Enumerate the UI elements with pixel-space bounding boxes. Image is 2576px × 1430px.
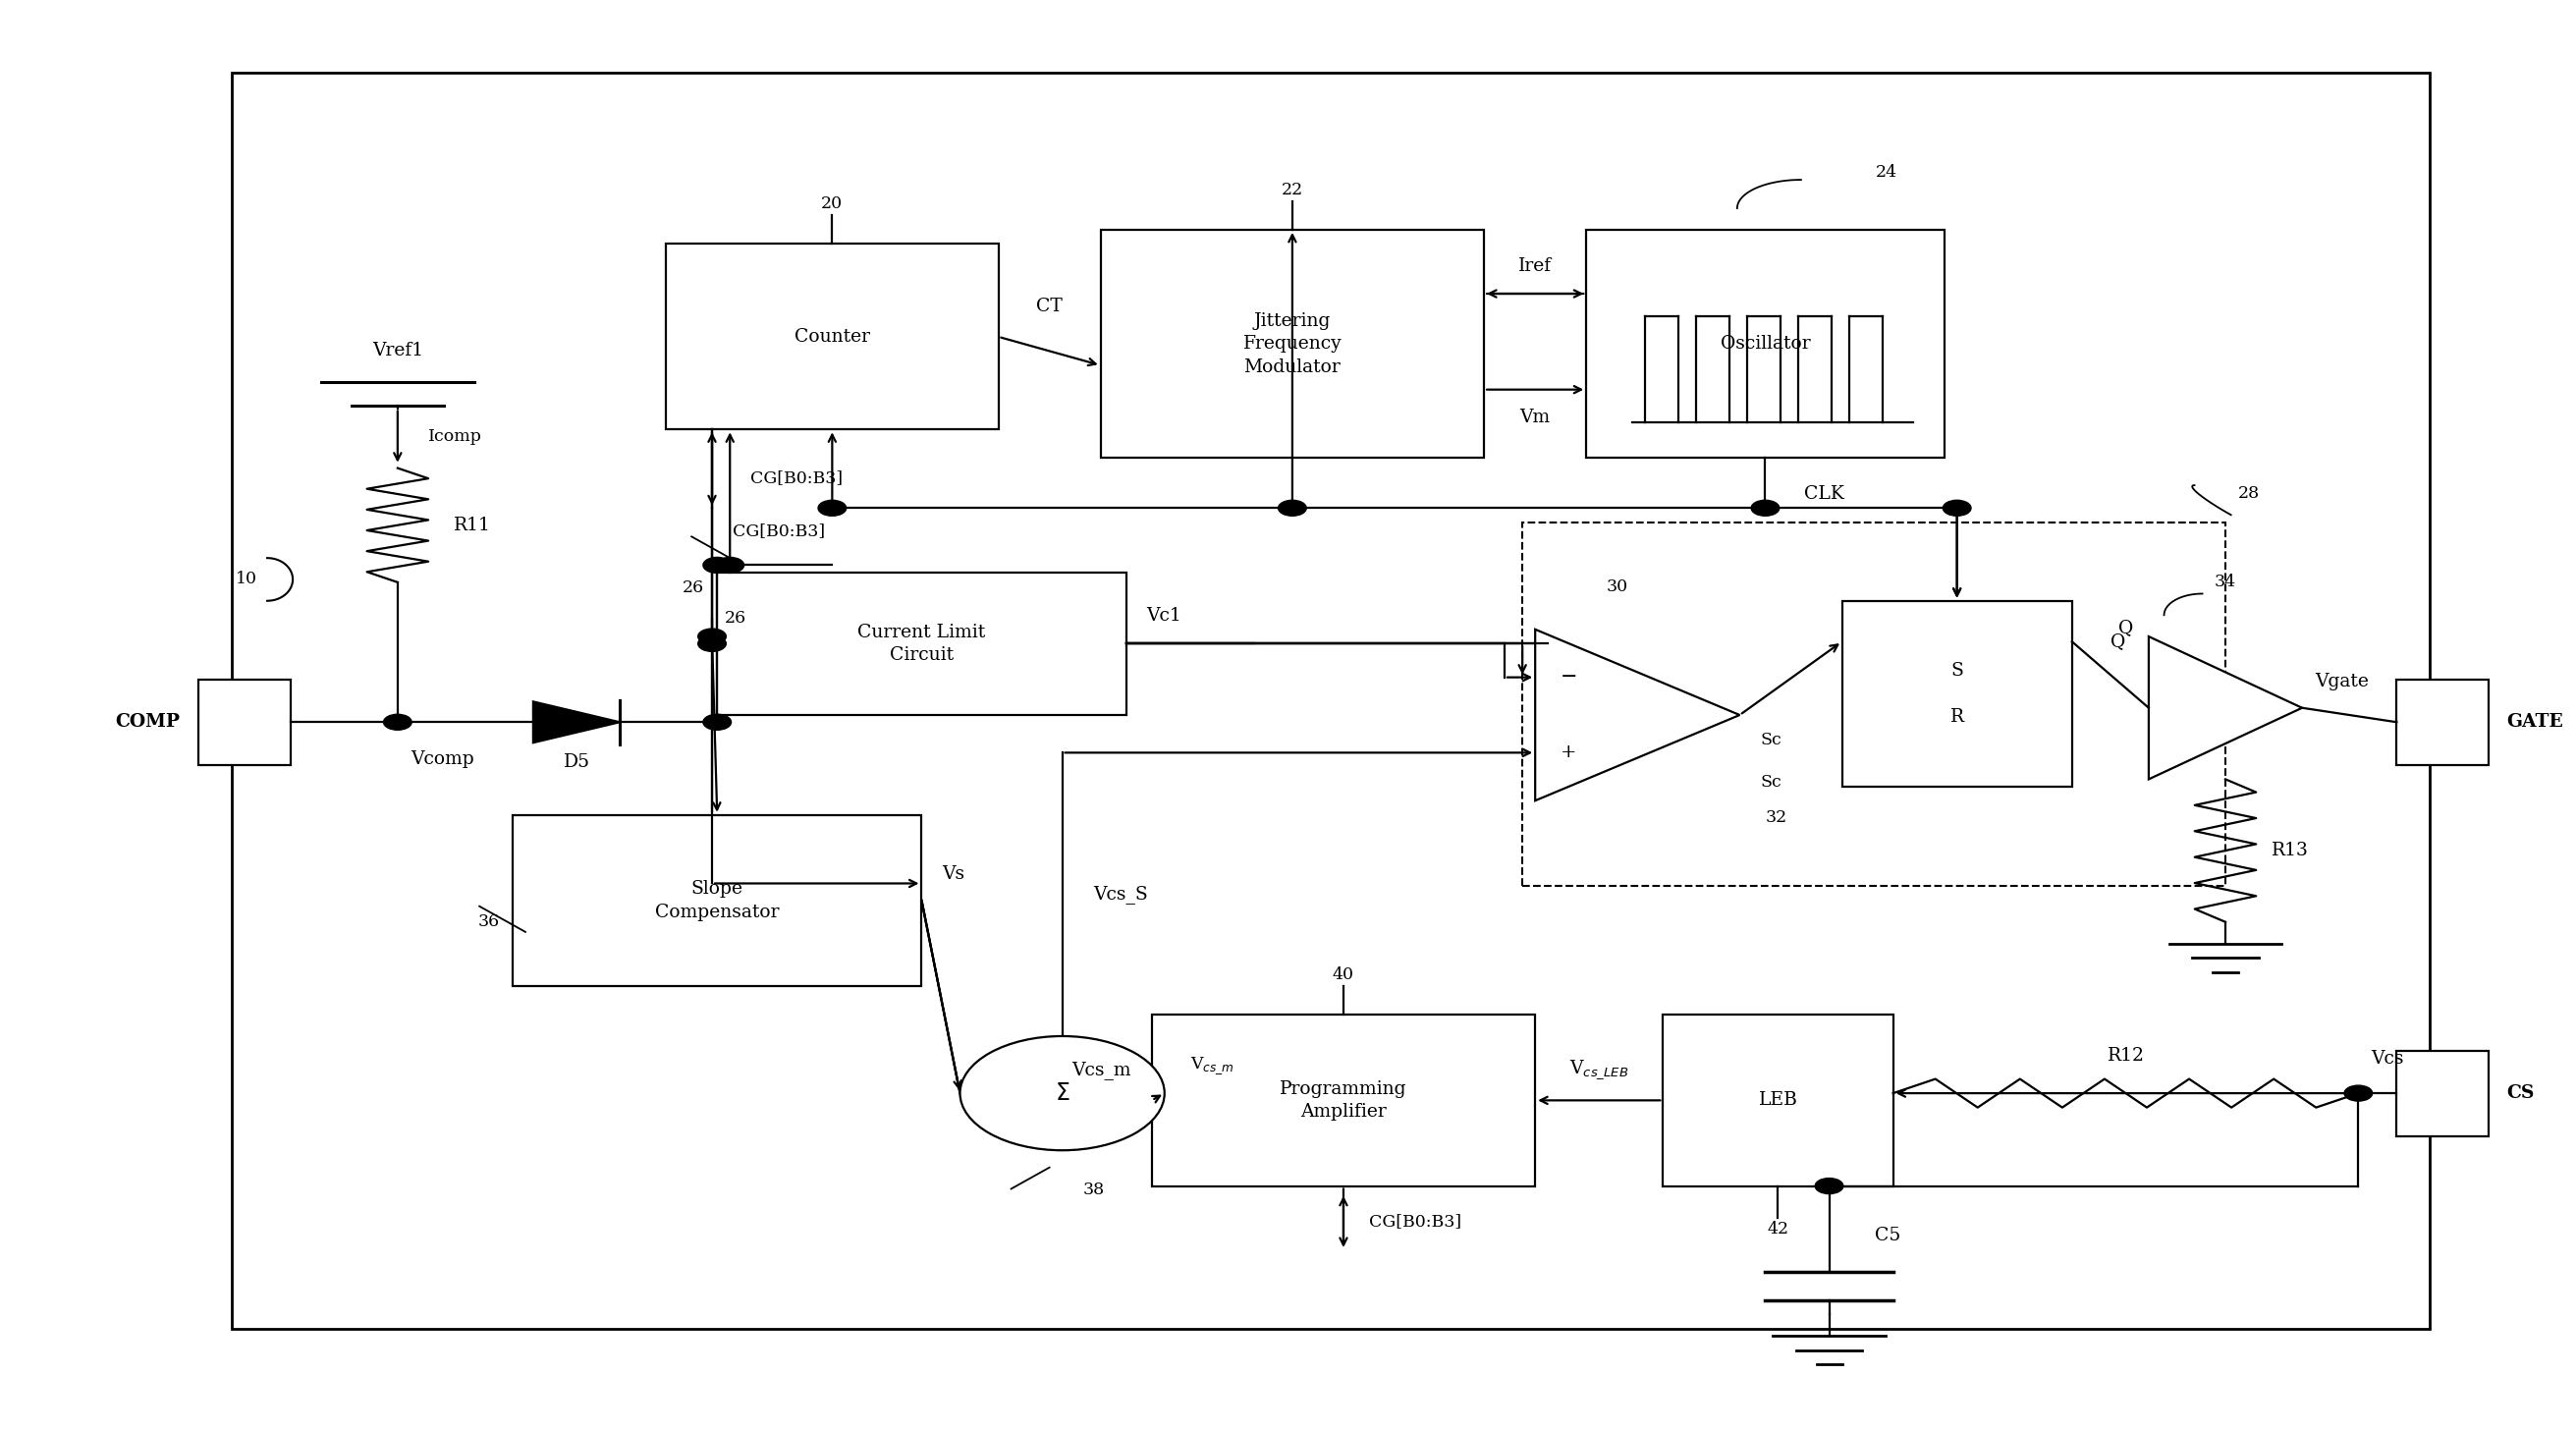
FancyBboxPatch shape [1151,1015,1535,1185]
FancyBboxPatch shape [2396,1051,2488,1135]
Text: Q: Q [2117,619,2133,636]
Polygon shape [2148,636,2303,779]
Text: Programming
Amplifier: Programming Amplifier [1280,1080,1406,1121]
Circle shape [384,715,412,729]
Text: R13: R13 [2272,842,2308,859]
Text: Sc: Sc [1759,732,1783,749]
Text: Vgate: Vgate [2316,674,2370,691]
Text: 34: 34 [2215,573,2236,591]
Text: 24: 24 [1875,164,1896,182]
FancyBboxPatch shape [198,679,291,765]
Text: Iref: Iref [1517,257,1551,275]
Text: CLK: CLK [1803,485,1844,502]
Circle shape [1942,500,1971,516]
Text: R11: R11 [453,516,492,533]
Text: $\Sigma$: $\Sigma$ [1054,1083,1069,1104]
Text: D5: D5 [564,754,590,771]
Text: Vcs_S: Vcs_S [1092,885,1149,904]
Text: C5: C5 [1875,1227,1901,1244]
Text: CT: CT [1036,297,1064,316]
Text: S
 
R: S R [1950,662,1963,725]
Text: 26: 26 [724,609,747,626]
Circle shape [819,500,848,516]
Text: 32: 32 [1765,809,1788,827]
Text: Q: Q [2110,633,2125,651]
Text: Vref1: Vref1 [371,342,422,360]
Text: 36: 36 [479,914,500,931]
Text: Jittering
Frequency
Modulator: Jittering Frequency Modulator [1242,312,1342,376]
Polygon shape [533,702,621,742]
Text: Vs: Vs [943,865,966,884]
Text: 40: 40 [1332,967,1355,982]
Text: Vcs_m: Vcs_m [1072,1060,1131,1080]
Text: Vm: Vm [1520,408,1551,426]
Text: 20: 20 [822,196,842,213]
Text: Oscillator: Oscillator [1721,335,1811,353]
Circle shape [698,629,726,645]
Circle shape [703,558,732,573]
Circle shape [703,715,732,729]
FancyBboxPatch shape [232,73,2429,1328]
FancyBboxPatch shape [1100,230,1484,458]
Text: 22: 22 [1280,182,1303,199]
Text: Sc: Sc [1759,774,1783,791]
Text: Vcs: Vcs [2370,1050,2403,1068]
Text: CG[B0:B3]: CG[B0:B3] [732,522,824,539]
Text: R12: R12 [2107,1047,2143,1065]
FancyBboxPatch shape [667,245,999,429]
Text: 30: 30 [1605,578,1628,595]
Text: V$_{cs\_m}$: V$_{cs\_m}$ [1190,1055,1234,1077]
Text: Counter: Counter [793,327,871,346]
Text: −: − [1561,668,1579,686]
FancyBboxPatch shape [716,572,1126,715]
Text: CG[B0:B3]: CG[B0:B3] [750,469,842,486]
FancyBboxPatch shape [1664,1015,1893,1185]
Text: +: + [1561,744,1577,762]
Circle shape [1816,1178,1844,1194]
Text: V$_{cs\_LEB}$: V$_{cs\_LEB}$ [1569,1058,1628,1083]
FancyBboxPatch shape [1587,230,1945,458]
Text: Icomp: Icomp [428,429,482,445]
Circle shape [2344,1085,2372,1101]
Text: CS: CS [2506,1084,2535,1103]
Text: Current Limit
Circuit: Current Limit Circuit [858,623,987,664]
Text: CG[B0:B3]: CG[B0:B3] [1368,1213,1461,1230]
Circle shape [1752,500,1780,516]
Text: 10: 10 [234,571,258,588]
Circle shape [1278,500,1306,516]
Text: Vc1: Vc1 [1146,608,1182,625]
Polygon shape [1535,629,1739,801]
Text: Slope
Compensator: Slope Compensator [654,879,781,921]
Text: 28: 28 [2239,485,2259,502]
Circle shape [698,636,726,652]
Text: 26: 26 [683,579,703,596]
FancyBboxPatch shape [1842,601,2071,786]
Circle shape [716,558,744,573]
FancyBboxPatch shape [2396,679,2488,765]
Text: GATE: GATE [2506,714,2563,731]
Circle shape [961,1037,1164,1150]
Text: 38: 38 [1082,1183,1105,1198]
Text: Vcomp: Vcomp [410,751,474,768]
Text: 42: 42 [1767,1220,1788,1237]
Text: COMP: COMP [116,714,180,731]
FancyBboxPatch shape [513,815,922,987]
Text: LEB: LEB [1759,1091,1798,1110]
